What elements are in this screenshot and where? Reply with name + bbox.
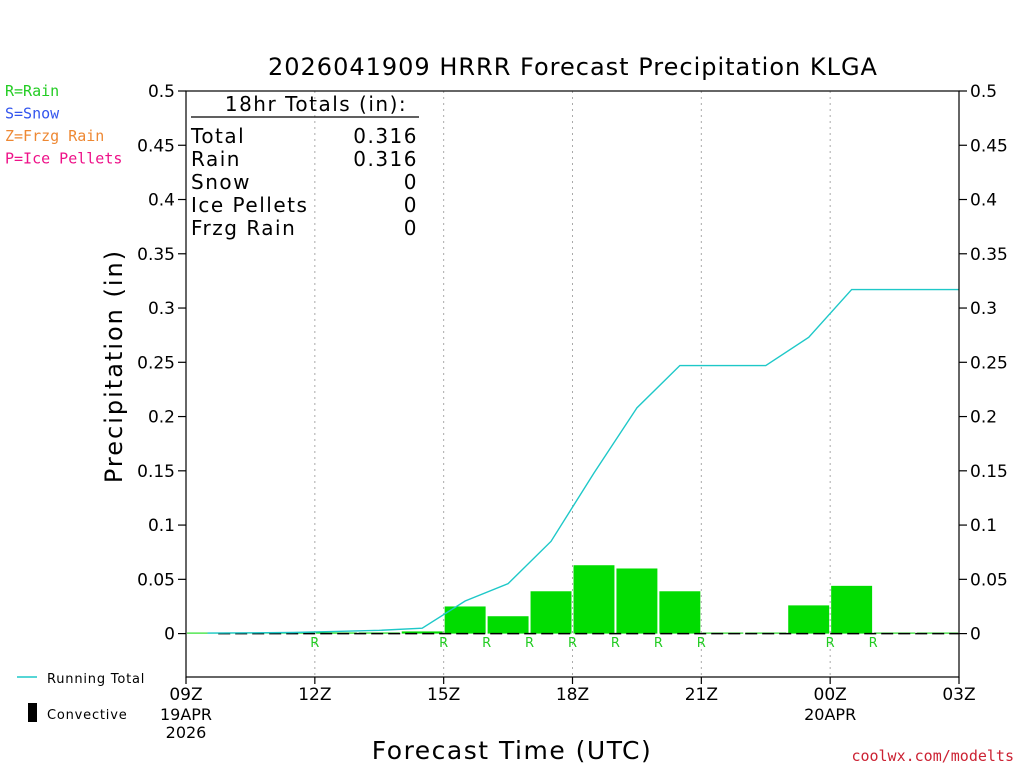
type-legend-item-2: Z=Frzg Rain xyxy=(5,127,104,145)
y-tick-label-right-0: 0 xyxy=(970,625,981,645)
chart-title: 2026041909 HRRR Forecast Precipitation K… xyxy=(268,53,878,81)
x-tick-sublabel-0-1: 2026 xyxy=(166,723,207,742)
x-tick-label-5: 00Z xyxy=(814,685,847,705)
precip-type-legend: R=Rain S=Snow Z=Frzg Rain P=Ice Pellets xyxy=(5,82,122,168)
x-tick-sublabel-5-0: 20APR xyxy=(804,705,856,724)
x-tick-label-1: 12Z xyxy=(298,685,331,705)
y-tick-label-right-6: 0.3 xyxy=(970,299,997,319)
y-tick-label-right-4: 0.2 xyxy=(970,408,997,428)
precip-bar-7 xyxy=(487,616,529,634)
totals-value-1: 0.316 xyxy=(353,147,418,171)
precip-bar-5 xyxy=(401,631,443,634)
y-tick-label-right-8: 0.4 xyxy=(970,191,997,211)
y-tick-label-left-7: 0.35 xyxy=(137,245,175,265)
y-tick-label-left-4: 0.2 xyxy=(148,408,175,428)
totals-value-2: 0 xyxy=(404,170,418,194)
totals-value-0: 0.316 xyxy=(353,124,418,148)
y-tick-label-left-3: 0.15 xyxy=(137,462,175,482)
totals-label-2: Snow xyxy=(191,170,251,194)
running-total-label: Running Total xyxy=(47,672,145,687)
credit-text: coolwx.com/modelts xyxy=(851,747,1014,765)
x-tick-sublabel-0-0: 19APR xyxy=(160,705,212,724)
totals-box: 18hr Totals (in): Total 0.316 Rain 0.316 Snow… xyxy=(190,92,419,240)
precip-bar-3 xyxy=(315,632,357,634)
running-total-line xyxy=(207,288,959,634)
x-tick-label-4: 21Z xyxy=(685,685,718,705)
totals-label-4: Frzg Rain xyxy=(191,216,296,240)
type-marker-2: R xyxy=(482,636,491,651)
precip-bar-15 xyxy=(831,585,873,634)
y-tick-label-right-2: 0.1 xyxy=(970,516,997,536)
running-total-series xyxy=(207,288,959,634)
type-marker-4: R xyxy=(568,636,577,651)
convective-swatch xyxy=(28,703,37,722)
y-tick-label-left-1: 0.05 xyxy=(137,570,175,590)
precip-bar-16 xyxy=(874,632,916,634)
type-marker-7: R xyxy=(697,636,706,651)
totals-label-0: Total xyxy=(190,124,245,148)
y-tick-label-right-7: 0.35 xyxy=(970,245,1008,265)
precip-bar-9 xyxy=(573,565,615,634)
totals-value-3: 0 xyxy=(404,193,418,217)
hourly-precip-bars xyxy=(187,565,958,634)
x-tick-label-3: 18Z xyxy=(556,685,589,705)
bottom-legend: Running Total Convective xyxy=(17,672,145,723)
y-tick-label-left-10: 0.5 xyxy=(148,82,175,102)
totals-value-4: 0 xyxy=(404,216,418,240)
x-tick-label-0: 09Z xyxy=(169,685,202,705)
x-tick-label-2: 15Z xyxy=(427,685,460,705)
type-marker-8: R xyxy=(826,636,835,651)
y-tick-label-left-6: 0.3 xyxy=(148,299,175,319)
precip-bar-14 xyxy=(788,605,830,634)
precip-bar-11 xyxy=(659,591,701,634)
y-tick-label-right-10: 0.5 xyxy=(970,82,997,102)
y-tick-label-left-5: 0.25 xyxy=(137,353,175,373)
y-tick-label-left-2: 0.1 xyxy=(148,516,175,536)
type-marker-0: R xyxy=(310,636,319,651)
y-tick-label-right-9: 0.45 xyxy=(970,136,1008,156)
type-marker-6: R xyxy=(654,636,663,651)
precip-bar-8 xyxy=(530,591,572,634)
precip-bar-10 xyxy=(616,568,658,634)
type-legend-item-0: R=Rain xyxy=(5,82,59,100)
totals-heading: 18hr Totals (in): xyxy=(225,92,407,116)
totals-label-1: Rain xyxy=(191,147,241,171)
type-marker-5: R xyxy=(611,636,620,651)
totals-label-3: Ice Pellets xyxy=(191,193,308,217)
type-marker-9: R xyxy=(869,636,878,651)
convective-label: Convective xyxy=(47,708,128,723)
type-legend-item-3: P=Ice Pellets xyxy=(5,150,122,168)
precip-bar-0 xyxy=(187,632,228,634)
y-tick-label-left-8: 0.4 xyxy=(148,191,175,211)
y-tick-label-right-3: 0.15 xyxy=(970,462,1008,482)
y-axis-right: 0 0.05 0.1 0.15 0.2 0.25 0.3 0.35 0.4 0.45 0.5 xyxy=(959,82,1008,645)
y-axis-title: Precipitation (in) xyxy=(100,249,128,483)
y-tick-label-left-9: 0.45 xyxy=(137,136,175,156)
y-tick-label-right-1: 0.05 xyxy=(970,570,1008,590)
type-legend-item-1: S=Snow xyxy=(5,105,60,123)
y-tick-label-left-0: 0 xyxy=(164,625,175,645)
type-marker-1: R xyxy=(439,636,448,651)
gridlines xyxy=(314,91,831,677)
y-tick-label-right-5: 0.25 xyxy=(970,353,1008,373)
type-marker-3: R xyxy=(525,636,534,651)
x-axis-title: Forecast Time (UTC) xyxy=(372,736,652,765)
precip-bar-6 xyxy=(444,606,486,634)
y-axis-left: 0 0.05 0.1 0.15 0.2 0.25 0.3 0.35 0.4 0.45 0.5 xyxy=(137,82,186,645)
x-tick-label-6: 03Z xyxy=(942,685,975,705)
